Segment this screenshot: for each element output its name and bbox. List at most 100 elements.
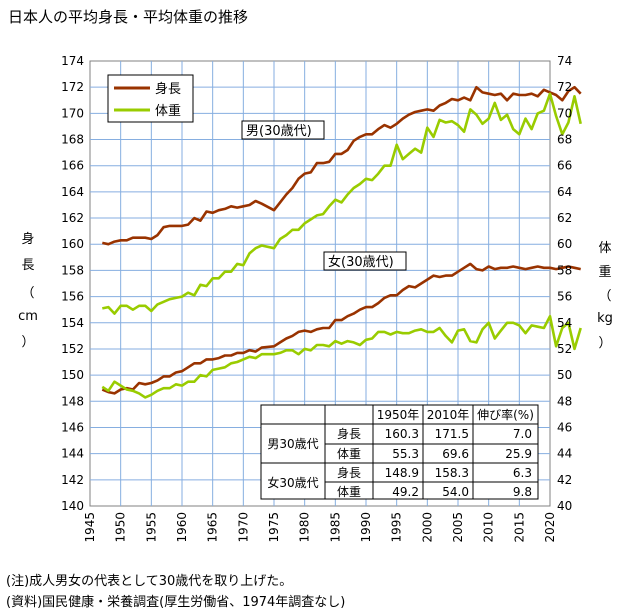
x-tick: 2005: [451, 512, 465, 543]
table-cell-rate: 6.3: [513, 466, 532, 480]
x-tick: 1980: [298, 512, 312, 543]
table-border: [260, 404, 539, 500]
y-tick-left: 164: [61, 185, 84, 199]
y-tick-right: 62: [557, 211, 572, 225]
table-group-label: 女30歳代: [267, 475, 318, 490]
y-tick-right: 68: [557, 133, 572, 147]
y-tick-left: 150: [61, 368, 84, 382]
y-tick-right: 72: [557, 80, 572, 94]
source-footnote: (資料)国民健康・栄養調査(厚生労働省、1974年調査なし): [6, 595, 346, 610]
x-tick: 1975: [267, 512, 281, 543]
table-group-label: 男30歳代: [267, 437, 318, 451]
table-cell-rate: 7.0: [513, 427, 532, 441]
x-tick: 1995: [390, 512, 404, 543]
y-axis-title-right: （: [598, 289, 611, 304]
table-item-label: 体重: [337, 485, 361, 499]
annotation-box: [241, 120, 325, 140]
series-line: [101, 314, 582, 399]
annotation-box: [323, 251, 407, 271]
y-tick-left: 154: [61, 316, 84, 330]
y-tick-left: 142: [61, 473, 84, 487]
table-cell-1950: 160.3: [385, 427, 419, 441]
y-axis-title-left: 身: [21, 231, 34, 247]
table-item-label: 体重: [337, 447, 361, 461]
y-tick-left: 166: [61, 159, 84, 173]
table-cell-1950: 55.3: [392, 447, 419, 461]
table-cell-2010: 171.5: [435, 427, 469, 441]
table-cell-1950: 148.9: [385, 466, 419, 480]
y-tick-right: 40: [557, 499, 572, 513]
y-tick-left: 170: [61, 106, 84, 120]
y-tick-left: 174: [61, 54, 84, 68]
table-header: 1950年: [377, 408, 420, 422]
x-tick: 2020: [543, 512, 557, 543]
y-tick-left: 152: [61, 342, 84, 356]
y-tick-left: 160: [61, 237, 84, 251]
y-tick-right: 58: [557, 263, 572, 277]
x-tick: 1960: [175, 512, 189, 543]
y-tick-right: 60: [557, 237, 572, 251]
series-lines: [101, 85, 582, 399]
x-tick: 1990: [359, 512, 373, 543]
table-cell-2010: 69.6: [442, 447, 469, 461]
table-cell-rate: 9.8: [513, 485, 532, 499]
series-line: [102, 92, 582, 315]
y-tick-right: 48: [557, 394, 572, 408]
y-tick-right: 64: [557, 185, 572, 199]
y-axis-title-left: cm: [18, 309, 38, 324]
y-tick-right: 44: [557, 447, 572, 461]
y-tick-right: 66: [557, 159, 572, 173]
y-axis-title-right: kg: [597, 311, 613, 326]
y-tick-left: 168: [61, 133, 84, 147]
y-tick-right: 56: [557, 290, 572, 304]
legend-label: 体重: [155, 103, 181, 119]
x-tick: 1945: [83, 512, 97, 543]
series-line: [102, 85, 582, 246]
y-tick-left: 144: [61, 447, 84, 461]
y-tick-left: 162: [61, 211, 84, 225]
y-tick-right: 52: [557, 342, 572, 356]
y-tick-right: 70: [557, 106, 572, 120]
y-tick-right: 54: [557, 316, 572, 330]
axes: 140 142 144 146 148 150 152 154 156 158 160 162 164 1…: [61, 54, 572, 543]
y-tick-right: 74: [557, 54, 572, 68]
series-line: [101, 262, 581, 395]
legend-label: 身長: [155, 81, 181, 97]
table-cell-rate: 25.9: [505, 447, 532, 461]
x-tick: 1985: [328, 512, 342, 543]
y-axis-title-left: （: [21, 286, 34, 301]
chart: 140 142 144 146 148 150 152 154 156 158 160 162 164 1…: [18, 54, 613, 543]
table-cell-2010: 158.3: [435, 466, 469, 480]
table-item-label: 身長: [337, 465, 361, 480]
x-tick: 1965: [206, 512, 220, 543]
table-item-label: 身長: [337, 426, 361, 441]
x-tick: 2010: [482, 512, 496, 543]
y-axis-title-right: ）: [598, 336, 611, 351]
table-header: 伸び率(%): [477, 407, 534, 422]
annotation-label: 女(30歳代): [328, 254, 394, 270]
y-tick-left: 172: [61, 80, 84, 94]
table-cell-2010: 54.0: [442, 485, 469, 499]
annotation-label: 男(30歳代): [246, 124, 312, 139]
y-tick-left: 148: [61, 394, 84, 408]
x-tick: 1950: [114, 512, 128, 543]
y-axis-title-left: ）: [21, 335, 34, 350]
x-tick: 2015: [512, 512, 526, 543]
y-axis-title-right: 体: [598, 241, 611, 256]
y-tick-left: 158: [61, 263, 84, 277]
y-tick-right: 46: [557, 420, 572, 434]
y-tick-right: 50: [557, 368, 572, 382]
annotations: 男(30歳代) 女(30歳代): [241, 120, 407, 271]
table-cell-1950: 49.2: [392, 485, 419, 499]
y-axis-title-left: 長: [21, 258, 34, 273]
axis-titles: 身長 （ cm ） 体重 （ kg ）: [18, 231, 613, 351]
y-axis-title-right: 重: [598, 264, 611, 280]
y-tick-left: 146: [61, 420, 84, 434]
x-tick: 1955: [144, 512, 158, 543]
chart-title: 日本人の平均身長・平均体重の推移: [8, 8, 249, 26]
y-tick-left: 156: [61, 290, 84, 304]
x-tick: 2000: [420, 512, 434, 543]
legend-box: [107, 74, 194, 123]
